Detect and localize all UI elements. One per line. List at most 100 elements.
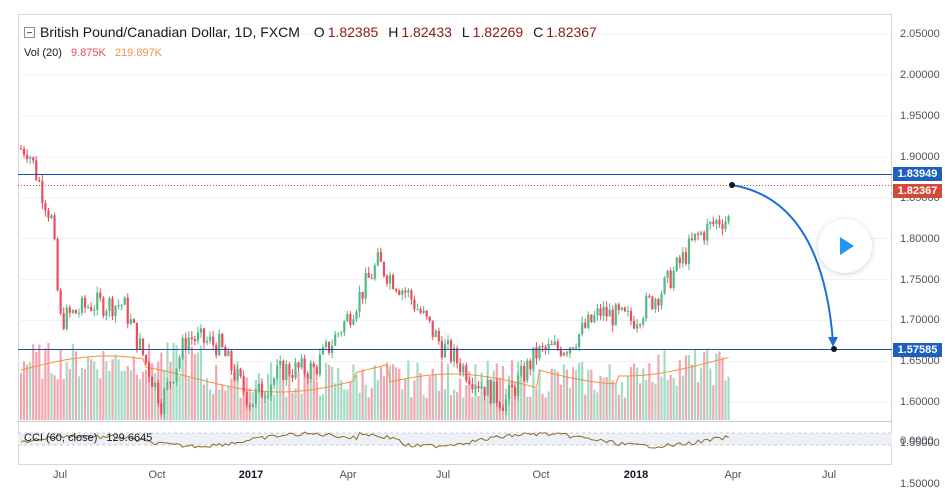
volume-bar: [602, 377, 605, 420]
volume-bar: [523, 365, 526, 420]
volume-bar: [721, 357, 724, 420]
volume-bar: [684, 355, 687, 420]
cci-value: 129.6645: [106, 432, 153, 444]
volume-bar: [19, 373, 23, 420]
volume-bar: [35, 352, 38, 420]
volume-bar: [102, 350, 105, 420]
candle-body: [401, 290, 404, 295]
volume-bar: [263, 390, 267, 420]
volume-bar: [422, 395, 425, 420]
volume-bar: [334, 383, 337, 420]
candle-body: [300, 358, 303, 368]
collapse-legend-icon[interactable]: [24, 27, 35, 38]
candle-body: [29, 157, 32, 159]
candle-body: [108, 298, 111, 312]
volume-bar: [193, 354, 196, 420]
volume-bar: [626, 375, 630, 420]
candle-body: [529, 360, 532, 370]
volume-bar: [596, 392, 599, 420]
candle-body: [148, 362, 151, 377]
close-value: 1.82367: [546, 24, 597, 40]
candle-body: [163, 389, 166, 414]
candle-body: [74, 310, 77, 314]
volume-bar: [105, 361, 108, 420]
volume-bar: [712, 385, 715, 420]
candle-body: [184, 338, 187, 350]
candle-body: [251, 404, 254, 407]
candle-body: [266, 395, 270, 397]
candle-body: [489, 379, 492, 404]
pane-separator[interactable]: [18, 421, 892, 422]
volume-bar: [617, 394, 620, 420]
time-tick-label: 2017: [238, 469, 264, 481]
volume-bar: [413, 380, 416, 420]
volume-bar: [446, 363, 450, 420]
time-axis[interactable]: Jul Oct 2017 Apr Jul Oct 2018 Apr Jul: [18, 465, 892, 492]
candle-body: [571, 347, 575, 349]
candle-body: [370, 277, 373, 279]
candle-body: [526, 360, 529, 381]
volume-bar: [370, 388, 373, 420]
price-tick-label: 1.75000: [900, 273, 940, 286]
volume-bar: [260, 378, 264, 420]
volume-bar: [22, 361, 26, 420]
cci-band: [18, 433, 892, 445]
candle-body: [144, 354, 148, 363]
volume-bar: [306, 379, 309, 420]
time-tick-label: Jul: [52, 469, 68, 481]
volume-bar: [218, 389, 221, 420]
candle-body: [22, 148, 26, 155]
volume-bar: [565, 369, 569, 420]
volume-bar: [401, 389, 404, 420]
candle-body: [123, 297, 126, 305]
candle-body: [257, 383, 260, 392]
volume-legend[interactable]: Vol (20) 9.875K 219.897K: [24, 47, 162, 59]
price-axis[interactable]: 2.050002.000001.950001.900001.850001.800…: [892, 14, 945, 490]
candle-body: [654, 299, 657, 309]
price-tick-label: 1.65000: [900, 355, 940, 368]
volume-bar: [599, 375, 602, 420]
volume-bar: [425, 397, 428, 420]
volume-bar: [544, 397, 547, 420]
candle-body: [382, 261, 386, 276]
candle-body: [294, 362, 297, 378]
candle-body: [199, 328, 203, 333]
candle-body: [697, 233, 700, 235]
forecast-arrow-curve: [731, 184, 834, 343]
candle-body: [276, 365, 279, 379]
candle-body: [172, 381, 175, 383]
volume-bar: [123, 370, 126, 420]
volume-bar: [510, 360, 514, 420]
volume-bar: [654, 383, 657, 420]
candle-body: [449, 340, 453, 362]
play-button[interactable]: [818, 219, 872, 273]
volume-ma-line: [20, 355, 729, 393]
candle-body: [80, 297, 84, 313]
candle-body: [233, 370, 236, 380]
volume-bar: [559, 384, 562, 420]
candle-body: [297, 362, 300, 368]
candle-body: [608, 309, 611, 317]
volume-bar: [318, 395, 321, 420]
volume-bar: [343, 389, 346, 420]
chart-frame[interactable]: [18, 14, 892, 465]
candle-body: [437, 330, 440, 342]
candle-body: [568, 347, 572, 354]
low-value: 1.82269: [472, 24, 524, 40]
volume-bar: [568, 388, 572, 420]
price-tick-label: 1.60000: [900, 396, 940, 409]
volume-bar: [666, 380, 669, 420]
volume-bar: [230, 378, 233, 420]
volume-bar: [416, 362, 419, 420]
volume-bar: [642, 368, 645, 420]
cci-legend[interactable]: CCI (60, close) 129.6645: [24, 432, 152, 444]
cci-tick-label: 0.0000: [900, 435, 934, 447]
candle-body: [291, 375, 294, 378]
volume-bar: [111, 359, 114, 420]
symbol-legend: British Pound/Canadian Dollar, 1D, FXCM …: [24, 24, 597, 40]
volume-bar: [584, 394, 587, 420]
volume-bar: [709, 368, 712, 420]
volume-bar: [562, 364, 565, 420]
candle-body: [425, 310, 428, 317]
